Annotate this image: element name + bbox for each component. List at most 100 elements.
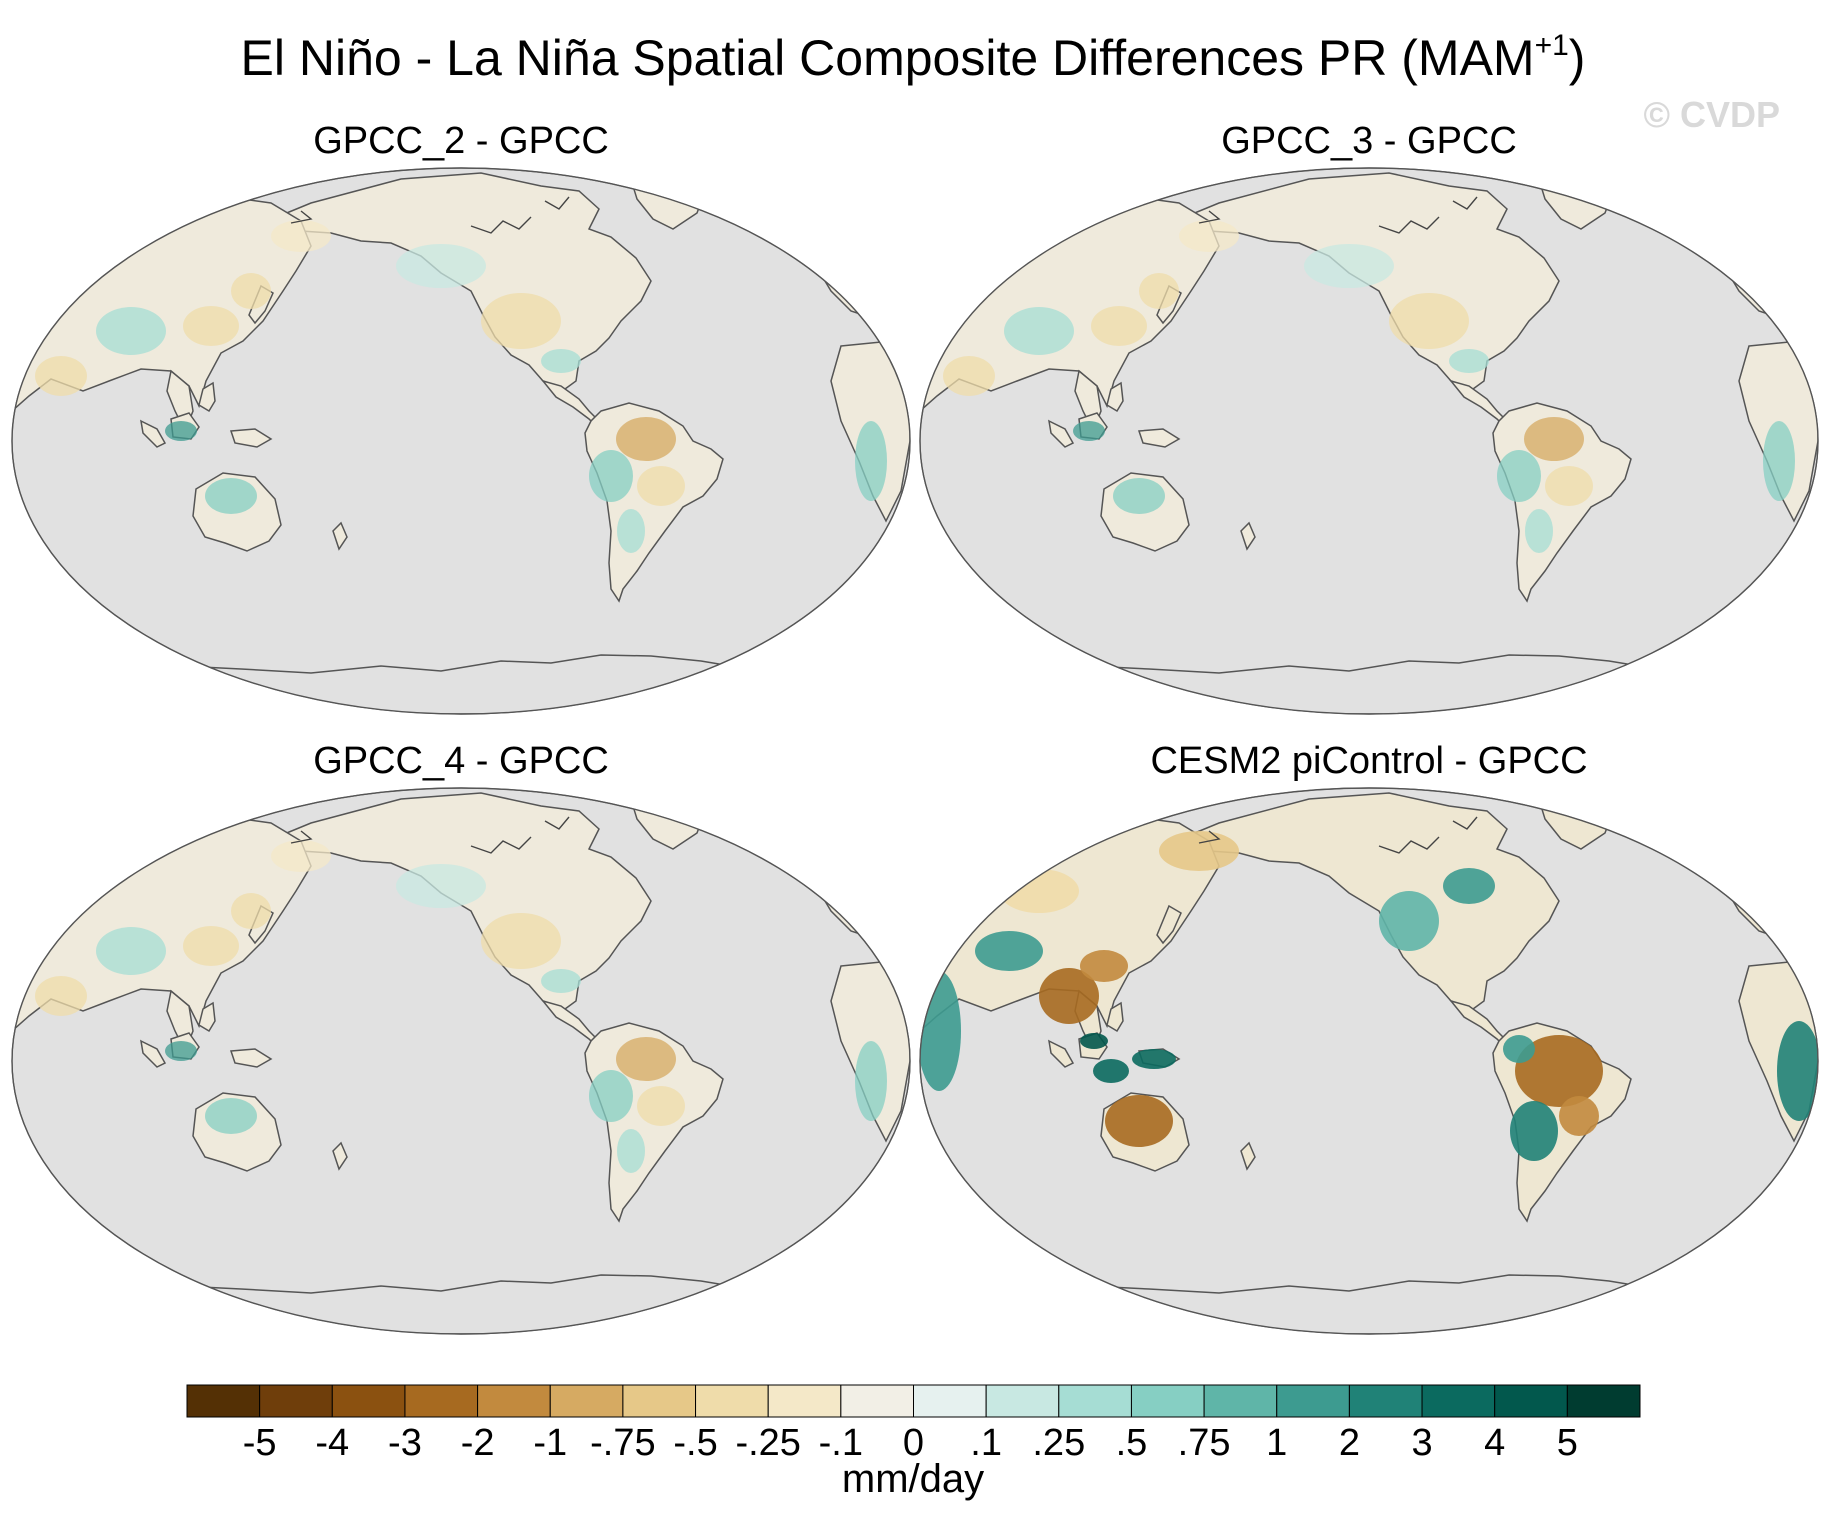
precip-anomaly (541, 969, 581, 993)
precip-anomaly (1073, 421, 1105, 441)
precip-anomaly (1510, 1101, 1558, 1161)
precip-anomaly (861, 891, 901, 931)
landmass-japan (1156, 904, 1182, 945)
map-border (11, 787, 911, 1335)
precip-anomaly (96, 307, 166, 355)
precip-anomaly (855, 1041, 887, 1121)
landmass-philippines (198, 1001, 216, 1033)
colorbar-tick-label: 5 (1557, 1422, 1578, 1464)
map-border (11, 167, 911, 715)
colorbar-swatch (186, 1384, 261, 1418)
coastline (1198, 830, 1221, 844)
colorbar-tick-label: -.75 (590, 1422, 655, 1464)
precip-anomaly (1545, 466, 1593, 506)
figure-title: El Niño - La Niña Spatial Composite Diff… (241, 29, 1586, 86)
colorbar-swatch (477, 1384, 551, 1418)
colorbar-swatch (1130, 1384, 1205, 1418)
colorbar-units: mm/day (842, 1457, 984, 1501)
colorbar-swatch (549, 1384, 624, 1418)
precip-anomaly (541, 349, 581, 373)
colorbar-tick-label: .1 (970, 1422, 1002, 1464)
precip-anomaly (1179, 220, 1239, 252)
coastline (470, 216, 532, 234)
precip-anomaly (205, 478, 257, 514)
colorbar-tick-label: -4 (315, 1422, 349, 1464)
panel-1-title: GPCC_2 - GPCC (313, 120, 609, 162)
colorbar-tick-label: -.25 (735, 1422, 800, 1464)
precip-anomaly (96, 927, 166, 975)
coastline (290, 830, 313, 844)
colorbar-swatch (1421, 1384, 1496, 1418)
precip-anomaly (1379, 891, 1439, 951)
precip-anomaly (1525, 509, 1553, 553)
precip-anomaly (861, 271, 901, 311)
landmass-philippines (198, 381, 216, 413)
colorbar-swatch (1566, 1384, 1641, 1418)
colorbar-tick-label: 0 (903, 1422, 924, 1464)
precip-anomaly (1080, 1033, 1108, 1049)
colorbar: -5 -4 -3 -2 -1 -.75 -.5 -.25 -.1 0 .1 .25 .5 .75 1 2 3 4 5 (186, 1384, 1641, 1464)
landmass-newGuinea (229, 1048, 273, 1068)
precip-anomaly (616, 417, 676, 461)
colorbar-tick-label: 4 (1484, 1422, 1505, 1464)
precip-anomaly (975, 931, 1043, 971)
colorbar-tick-label: -.1 (819, 1422, 863, 1464)
colorbar-swatch (1203, 1384, 1278, 1418)
precip-anomaly (1497, 450, 1541, 502)
colorbar-swatch (259, 1384, 333, 1418)
landmass-northAmerica (1161, 792, 1560, 1010)
precip-anomaly (589, 1070, 633, 1122)
precip-anomaly (1105, 1095, 1173, 1147)
precip-anomaly (1443, 868, 1495, 904)
precip-anomaly (943, 356, 995, 396)
landmass-sumatra (140, 1039, 167, 1068)
coastline (1378, 216, 1440, 234)
landmass-philippines (1106, 1001, 1124, 1033)
precip-anomaly (1304, 244, 1394, 288)
precip-anomaly (1159, 831, 1239, 871)
precip-anomaly (205, 1098, 257, 1134)
precip-anomaly (1080, 950, 1128, 982)
map-panel-4 (919, 787, 1819, 1335)
map-border (919, 787, 1819, 1335)
landmass-philippines (1106, 381, 1124, 413)
colorbar-tick-label: .25 (1032, 1422, 1085, 1464)
colorbar-swatch (1276, 1384, 1350, 1418)
coastline (470, 836, 532, 854)
colorbar-tick-label: -1 (533, 1422, 567, 1464)
precip-anomaly (1389, 293, 1469, 349)
colorbar-tick-label: 1 (1266, 1422, 1287, 1464)
landmass-sumatra (1048, 419, 1075, 448)
colorbar-tick-label: .5 (1116, 1422, 1148, 1464)
landmass-newZealand (1240, 1141, 1256, 1171)
precip-anomaly (271, 220, 331, 252)
precip-anomaly (1093, 1059, 1129, 1083)
precip-anomaly (35, 356, 87, 396)
colorbar-tick-label: -.5 (673, 1422, 717, 1464)
colorbar-swatch (913, 1384, 987, 1418)
precip-anomaly (481, 293, 561, 349)
precip-anomaly (165, 1041, 197, 1061)
precip-anomaly (35, 976, 87, 1016)
colorbar-tick-label: 2 (1339, 1422, 1360, 1464)
landmass-sumatra (140, 419, 167, 448)
precip-anomaly (1139, 273, 1179, 309)
watermark: © CVDP (1643, 94, 1780, 135)
precip-anomaly (165, 421, 197, 441)
precip-anomaly (231, 273, 271, 309)
precip-anomaly (1113, 478, 1165, 514)
precip-anomaly (1753, 875, 1805, 927)
precip-anomaly (589, 450, 633, 502)
precip-anomaly (1132, 1049, 1176, 1069)
colorbar-swatch (1348, 1384, 1423, 1418)
colorbar-swatch (985, 1384, 1060, 1418)
coastline (1378, 836, 1440, 854)
figure-title-suffix: ) (1569, 30, 1586, 86)
colorbar-swatch (404, 1384, 479, 1418)
coastline (544, 816, 570, 830)
precip-anomaly (920, 971, 961, 1091)
map-border (919, 167, 1819, 715)
landmass-newZealand (332, 521, 348, 551)
colorbar-tick-label: -3 (388, 1422, 422, 1464)
panel-3-title: GPCC_4 - GPCC (313, 740, 609, 782)
